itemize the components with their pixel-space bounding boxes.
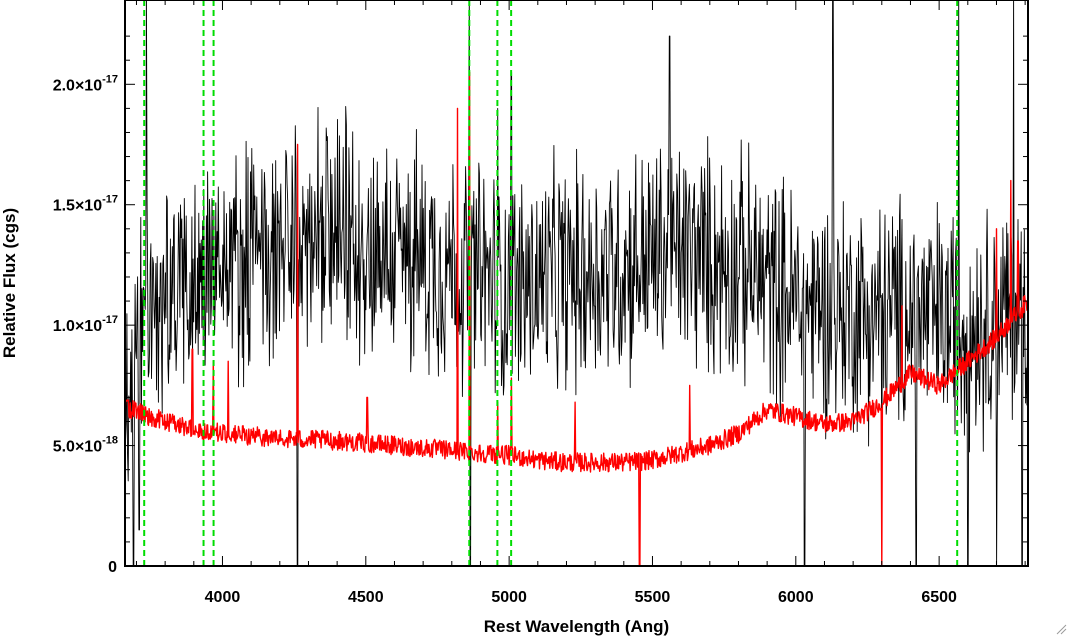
y-tick-label-0: 0 bbox=[108, 559, 117, 576]
y-tick-exponent: -17 bbox=[102, 73, 118, 85]
x-tick-labels: 4000 4500 5000 5500 6000 6500 bbox=[205, 589, 957, 606]
y-axis-title: Relative Flux (cgs) bbox=[0, 208, 19, 358]
y-tick-labels: 0 5.0×10-18 1.0×10-17 1.5×10-17 2.0×10-1… bbox=[53, 73, 118, 576]
x-tick-label-4500: 4500 bbox=[348, 589, 384, 606]
x-tick-label-6000: 6000 bbox=[778, 589, 814, 606]
y-tick-label-2e-17: 2.0×10-17 bbox=[53, 73, 118, 94]
plot-frame bbox=[124, 0, 1029, 567]
y-tick-mantissa: 1.5×10 bbox=[53, 198, 102, 215]
y-tick-mantissa: 5.0×10 bbox=[53, 439, 102, 456]
y-tick-exponent: -17 bbox=[102, 194, 118, 206]
x-tick-label-6500: 6500 bbox=[921, 589, 957, 606]
plot-area bbox=[125, 0, 1028, 566]
y-tick-mantissa: 1.0×10 bbox=[53, 318, 102, 335]
observed-spectrum-line bbox=[125, 0, 1028, 566]
resize-grip-icon[interactable] bbox=[1055, 623, 1067, 635]
y-tick-label-1.5e-17: 1.5×10-17 bbox=[53, 194, 118, 215]
y-tick-mantissa: 0 bbox=[108, 559, 117, 576]
y-tick-mantissa: 2.0×10 bbox=[53, 77, 102, 94]
x-tick-label-5500: 5500 bbox=[635, 589, 671, 606]
x-tick-label-5000: 5000 bbox=[491, 589, 527, 606]
x-axis-title: Rest Wavelength (Ang) bbox=[484, 617, 669, 636]
y-tick-exponent: -17 bbox=[102, 314, 118, 326]
y-tick-label-5e-18: 5.0×10-18 bbox=[53, 435, 118, 456]
y-tick-label-1e-17: 1.0×10-17 bbox=[53, 314, 118, 335]
y-tick-exponent: -18 bbox=[102, 435, 118, 447]
model-spectrum-line bbox=[125, 71, 1028, 566]
x-tick-label-4000: 4000 bbox=[205, 589, 241, 606]
